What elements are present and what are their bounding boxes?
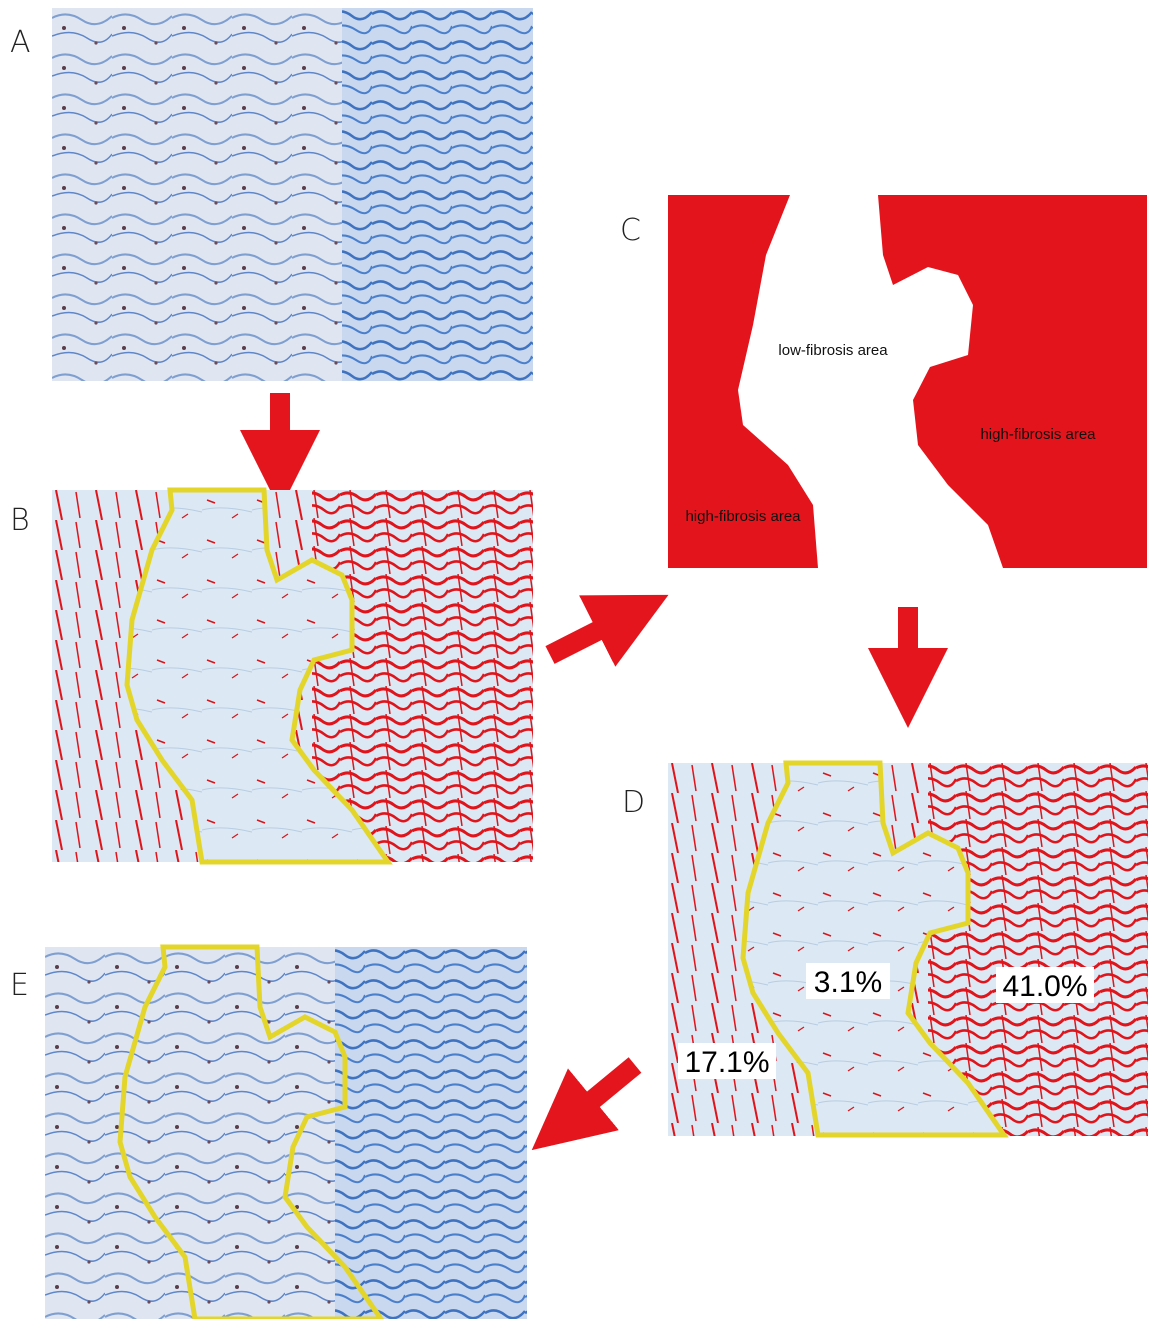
panel-e-image <box>45 947 527 1319</box>
panel-c-map: low-fibrosis area high-fibrosis area hig… <box>668 195 1147 568</box>
tissue-dense <box>335 947 527 1319</box>
panel-label: C <box>620 213 641 248</box>
panel-a-image <box>52 8 533 381</box>
panel-label: E <box>10 968 29 1003</box>
area-label: high-fibrosis area <box>685 508 801 525</box>
panel-label: B <box>10 503 30 538</box>
area-label: low-fibrosis area <box>778 342 888 359</box>
figure: A B C low-fibrosis area high-fibrosis ar… <box>0 0 1155 1319</box>
panel-d-image: 3.1% 41.0% 17.1% <box>668 763 1148 1136</box>
percentage: 41.0% <box>1002 970 1087 1003</box>
panel-label: A <box>10 25 31 60</box>
percentage: 17.1% <box>684 1046 769 1079</box>
panel-b-image <box>52 490 533 862</box>
panel-label: D <box>622 785 645 820</box>
arrow <box>550 622 615 655</box>
tissue-dense <box>342 8 533 381</box>
arrow <box>578 1065 635 1112</box>
area-label: high-fibrosis area <box>980 426 1096 443</box>
percentage: 3.1% <box>814 966 882 999</box>
